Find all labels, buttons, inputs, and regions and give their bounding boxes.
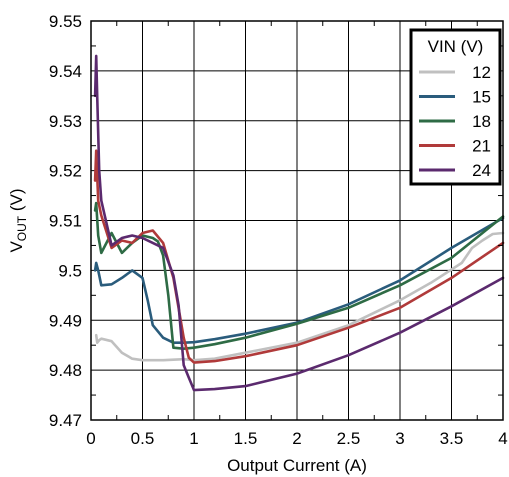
series-line-15 bbox=[93, 216, 505, 344]
legend: VIN (V) 12 15 18 21 24 bbox=[409, 28, 502, 186]
legend-title: VIN (V) bbox=[428, 37, 484, 56]
legend-label-24: 24 bbox=[472, 161, 491, 180]
y-axis-label-main: V bbox=[7, 241, 26, 253]
legend-label-18: 18 bbox=[472, 112, 491, 131]
y-tick-label: 9.54 bbox=[49, 62, 82, 81]
x-tick-label: 1.5 bbox=[234, 429, 258, 448]
x-tick-label: 4 bbox=[498, 429, 507, 448]
x-tick-label: 2.5 bbox=[337, 429, 361, 448]
legend-items: 12 15 18 21 24 bbox=[419, 63, 491, 180]
x-tick-label: 0.5 bbox=[131, 429, 155, 448]
plot-frame bbox=[90, 20, 504, 421]
y-axis-label-unit: (V) bbox=[7, 188, 26, 215]
y-tick-label: 9.47 bbox=[49, 411, 82, 430]
minor-ticks bbox=[91, 21, 503, 420]
legend-label-21: 21 bbox=[472, 137, 491, 156]
series-lines bbox=[93, 54, 505, 392]
y-tick-label: 9.55 bbox=[49, 12, 82, 31]
y-tick-label: 9.48 bbox=[49, 361, 82, 380]
x-tick-label: 3.5 bbox=[440, 429, 464, 448]
series-line-12 bbox=[94, 231, 505, 362]
x-axis-label: Output Current (A) bbox=[227, 456, 367, 475]
x-tick-label: 0 bbox=[86, 429, 95, 448]
y-tick-label: 9.51 bbox=[49, 212, 82, 231]
y-tick-label: 9.5 bbox=[58, 261, 82, 280]
series-line-24 bbox=[93, 54, 505, 392]
legend-label-12: 12 bbox=[472, 63, 491, 82]
y-axis-label-subscript: OUT bbox=[15, 215, 29, 241]
series-line-18 bbox=[93, 201, 505, 350]
x-tick-labels: 0 0.5 1 1.5 2 2.5 3 3.5 4 bbox=[86, 429, 507, 448]
y-tick-label: 9.49 bbox=[49, 311, 82, 330]
x-tick-label: 3 bbox=[395, 429, 404, 448]
x-tick-label: 1 bbox=[189, 429, 198, 448]
y-axis-label: VOUT (V) bbox=[7, 188, 29, 252]
y-tick-label: 9.53 bbox=[49, 112, 82, 131]
legend-box bbox=[409, 28, 502, 186]
legend-label-15: 15 bbox=[472, 88, 491, 107]
y-tick-label: 9.52 bbox=[49, 162, 82, 181]
x-tick-label: 2 bbox=[292, 429, 301, 448]
y-tick-labels: 9.47 9.48 9.49 9.5 9.51 9.52 9.53 9.54 9.55 bbox=[49, 12, 82, 430]
